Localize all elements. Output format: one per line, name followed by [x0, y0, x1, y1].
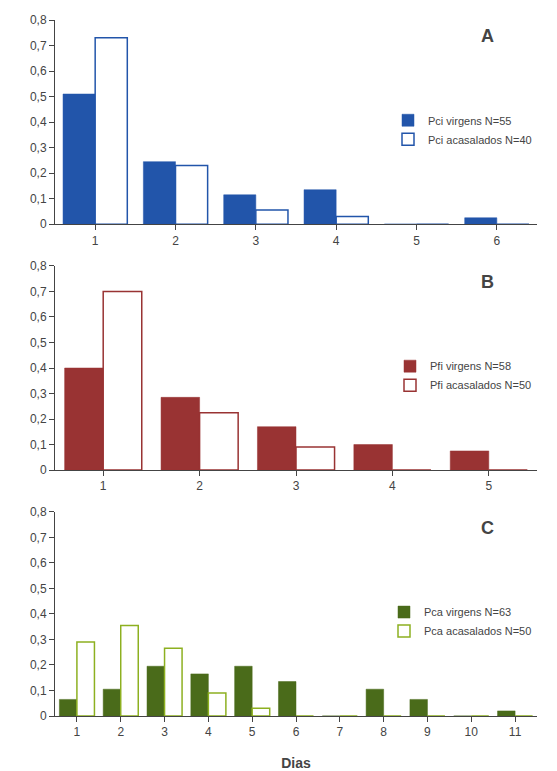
svg-text:A: A: [481, 26, 494, 46]
svg-text:0: 0: [40, 709, 47, 723]
svg-text:B: B: [481, 272, 494, 292]
svg-text:Pci acasalados N=40: Pci acasalados N=40: [428, 134, 532, 146]
svg-text:2: 2: [117, 725, 124, 739]
svg-text:8: 8: [380, 725, 387, 739]
svg-text:C: C: [481, 518, 494, 538]
svg-text:4: 4: [333, 234, 340, 248]
svg-text:0,5: 0,5: [30, 582, 47, 596]
svg-text:0: 0: [40, 217, 47, 231]
svg-text:3: 3: [161, 725, 168, 739]
svg-text:0,3: 0,3: [30, 633, 47, 647]
svg-text:0,8: 0,8: [30, 259, 47, 273]
svg-text:3: 3: [293, 479, 300, 493]
svg-text:0,6: 0,6: [30, 556, 47, 570]
svg-text:0,5: 0,5: [30, 336, 47, 350]
svg-text:0,8: 0,8: [30, 13, 47, 27]
svg-text:0,6: 0,6: [30, 64, 47, 78]
svg-text:5: 5: [485, 479, 492, 493]
svg-text:0,8: 0,8: [30, 505, 47, 519]
svg-text:3: 3: [252, 234, 259, 248]
svg-text:6: 6: [493, 234, 500, 248]
svg-text:9: 9: [424, 725, 431, 739]
svg-text:1: 1: [74, 725, 81, 739]
svg-text:0,3: 0,3: [30, 387, 47, 401]
svg-text:6: 6: [293, 725, 300, 739]
svg-text:0,4: 0,4: [30, 115, 47, 129]
svg-text:7: 7: [336, 725, 343, 739]
svg-text:5: 5: [413, 234, 420, 248]
svg-text:1: 1: [100, 479, 107, 493]
svg-text:0,5: 0,5: [30, 90, 47, 104]
svg-text:0,2: 0,2: [30, 658, 47, 672]
svg-text:0: 0: [40, 463, 47, 477]
svg-text:Pca acasalados N=50: Pca acasalados N=50: [424, 625, 531, 637]
svg-text:0,7: 0,7: [30, 285, 47, 299]
svg-text:10: 10: [465, 725, 479, 739]
svg-text:4: 4: [205, 725, 212, 739]
svg-text:Pci virgens N=55: Pci virgens N=55: [428, 115, 511, 127]
svg-text:2: 2: [172, 234, 179, 248]
svg-text:0,2: 0,2: [30, 166, 47, 180]
svg-text:Pfi virgens N=58: Pfi virgens N=58: [430, 360, 511, 372]
svg-text:0,7: 0,7: [30, 531, 47, 545]
svg-text:0,6: 0,6: [30, 310, 47, 324]
svg-text:2: 2: [196, 479, 203, 493]
svg-text:11: 11: [509, 725, 522, 739]
svg-text:5: 5: [249, 725, 256, 739]
svg-text:0,1: 0,1: [30, 438, 47, 452]
svg-text:1: 1: [92, 234, 99, 248]
svg-text:Pca virgens N=63: Pca virgens N=63: [424, 606, 511, 618]
svg-text:0,7: 0,7: [30, 39, 47, 53]
svg-text:4: 4: [389, 479, 396, 493]
svg-text:0,1: 0,1: [30, 192, 47, 206]
svg-text:0,4: 0,4: [30, 361, 47, 375]
svg-text:Pfi acasalados N=50: Pfi acasalados N=50: [430, 379, 531, 391]
svg-text:0,2: 0,2: [30, 412, 47, 426]
svg-text:Dias: Dias: [281, 755, 311, 771]
svg-text:0,3: 0,3: [30, 141, 47, 155]
svg-text:0,1: 0,1: [30, 684, 47, 698]
svg-text:0,4: 0,4: [30, 607, 47, 621]
